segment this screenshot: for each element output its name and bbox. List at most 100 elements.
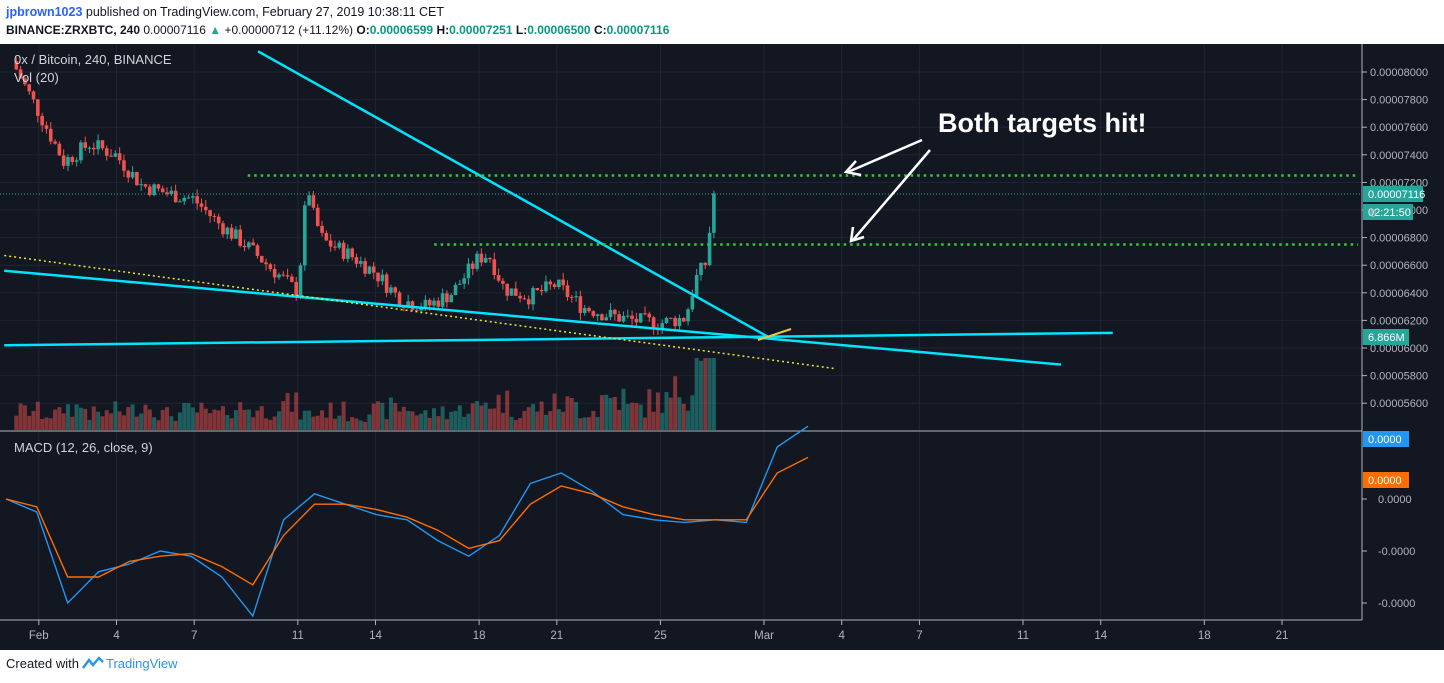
volume-bar <box>496 394 501 430</box>
volume-bar <box>341 401 346 430</box>
volume-bar <box>91 406 96 430</box>
candle-body <box>673 317 677 327</box>
time-tick-label: Feb <box>29 630 49 642</box>
volume-bar <box>518 418 523 430</box>
tradingview-link[interactable]: TradingView <box>105 656 178 671</box>
candle-body <box>595 314 600 317</box>
candle-body <box>643 313 647 315</box>
created-with-text: Created with <box>6 656 79 671</box>
volume-bar <box>492 408 497 430</box>
time-axis[interactable]: 28Feb471114182125Mar4711141821 <box>0 619 1362 642</box>
volume-bar <box>388 397 393 430</box>
volume-bar <box>216 410 221 430</box>
candle-body <box>320 225 324 233</box>
volume-bar <box>35 401 40 430</box>
annotation-arrow-icon[interactable] <box>843 138 923 177</box>
volume-bar <box>677 397 682 430</box>
author-link[interactable]: jpbrown1023 <box>6 5 83 19</box>
volume-bar <box>487 408 492 430</box>
volume-bar <box>681 403 686 430</box>
candle-body <box>363 261 367 274</box>
volume-bar <box>44 417 49 430</box>
candle-body <box>539 290 544 292</box>
macd-tick-label: 0.0000 <box>1378 494 1412 506</box>
candle-body <box>393 287 398 293</box>
candle-body <box>647 313 652 318</box>
volume-bar <box>608 397 613 430</box>
candlestick-series <box>14 57 716 335</box>
price-change: +0.00000712 (+11.12%) <box>224 23 354 37</box>
candle-body <box>548 281 553 285</box>
volume-bar <box>255 410 260 430</box>
volume-bar <box>233 410 238 430</box>
candle-body <box>18 69 23 79</box>
volume-bar <box>220 406 225 430</box>
trend-line <box>4 269 1062 366</box>
volume-bar <box>479 405 484 430</box>
candle-body <box>74 160 79 162</box>
time-tick-label: 14 <box>1094 630 1107 642</box>
drawing-tools[interactable] <box>0 50 1362 370</box>
price-tick-label: 0.00006800 <box>1370 233 1428 245</box>
candle-body <box>578 296 583 313</box>
volume-bar <box>242 409 247 430</box>
volume-bar <box>565 396 570 430</box>
volume-bar <box>427 417 432 430</box>
candle-body <box>255 245 260 256</box>
annotation-arrow-icon[interactable] <box>849 149 931 243</box>
candle-body <box>40 115 44 126</box>
candle-body <box>238 229 243 246</box>
volume-bar <box>483 402 488 430</box>
volume-bar <box>582 417 587 430</box>
chart-canvas[interactable]: 0.000080000.000078000.000076000.00007400… <box>0 44 1444 650</box>
candle-body <box>337 242 342 248</box>
open-label: O: <box>356 23 370 37</box>
price-tick-label: 0.00006000 <box>1370 343 1428 355</box>
highlight-stroke <box>757 328 792 341</box>
volume-bar <box>61 413 66 430</box>
volume-bar <box>393 402 398 430</box>
volume-bar <box>311 416 316 430</box>
candle-body <box>104 148 109 156</box>
volume-bar <box>276 411 281 430</box>
candle-body <box>681 318 686 322</box>
macd-tick-label: -0.0000 <box>1378 598 1415 610</box>
candle-body <box>186 197 191 199</box>
candle-body <box>346 248 350 259</box>
open-value: 0.00006599 <box>369 23 434 37</box>
volume-bar <box>363 421 368 430</box>
volume-bar <box>595 417 600 430</box>
candle-body <box>298 265 303 297</box>
volume-bar <box>208 413 213 430</box>
candle-body <box>156 184 161 189</box>
partial-axis-label: 0 <box>1370 208 1376 220</box>
volume-bar <box>203 408 208 430</box>
volume-bar <box>27 415 32 430</box>
candle-body <box>600 314 604 321</box>
price-tick-label: 0.00005800 <box>1370 371 1428 383</box>
candle-body <box>488 257 492 260</box>
candle-body <box>462 278 466 284</box>
candle-body <box>199 203 204 207</box>
candle-body <box>354 257 359 264</box>
volume-bar <box>698 360 703 430</box>
candle-body <box>264 262 268 265</box>
price-tick-label: 0.00006600 <box>1370 260 1428 272</box>
close-label: C: <box>593 23 607 37</box>
volume-bar <box>668 397 673 430</box>
volume-bar <box>591 411 596 430</box>
candle-body <box>27 84 32 92</box>
candle-body <box>389 287 393 293</box>
candle-body <box>630 315 634 319</box>
volume-bar <box>126 407 131 430</box>
annotation-text[interactable]: Both targets hit! <box>938 108 1147 138</box>
volume-bar <box>53 409 58 430</box>
volume-bars <box>14 358 716 430</box>
price-axis[interactable]: 0.00008000 0.00007800 0.00007600 0.00007400… <box>1361 44 1428 620</box>
volume-bar <box>457 405 462 430</box>
candle-body <box>569 296 574 298</box>
candle-body <box>311 195 316 208</box>
candle-body <box>432 300 436 306</box>
tradingview-logo-icon <box>82 656 104 673</box>
candle-body <box>242 245 247 248</box>
